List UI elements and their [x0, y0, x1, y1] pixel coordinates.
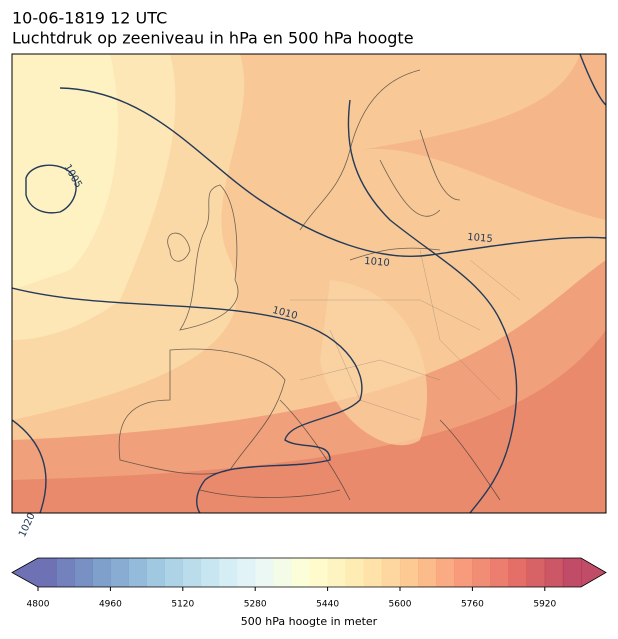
subtitle: Luchtdruk op zeeniveau in hPa en 500 hPa… — [12, 29, 414, 48]
colorbar-box — [418, 558, 437, 587]
colorbar-box — [146, 558, 165, 587]
colorbar-tick-label: 5440 — [316, 600, 339, 610]
colorbar-box — [327, 558, 346, 587]
colorbar-tick-label: 4960 — [99, 600, 122, 610]
colorbar-box — [508, 558, 527, 587]
colorbar-box — [526, 558, 546, 587]
colorbar-box — [544, 558, 564, 587]
contour-label: 1010 — [364, 256, 390, 269]
colorbar-box — [381, 558, 401, 587]
colorbar-box — [56, 558, 75, 587]
colorbar-box — [200, 558, 220, 587]
colorbar-box — [490, 558, 509, 587]
colorbar-tick-label: 5760 — [461, 600, 484, 610]
height-field — [360, 54, 606, 220]
colorbar-box — [92, 558, 111, 587]
colorbar-box — [38, 558, 57, 587]
colorbar-box — [309, 558, 328, 587]
colorbar-extend — [581, 558, 606, 587]
colorbar-box — [345, 558, 365, 587]
colorbar-tick-label: 5920 — [533, 600, 556, 610]
height-field — [320, 280, 428, 446]
height-field — [12, 330, 606, 513]
height-field — [12, 54, 118, 290]
colorbar-frame — [11, 557, 607, 588]
colorbar-label: 500 hPa hoogte in meter — [241, 615, 378, 628]
map-frame — [11, 53, 607, 514]
colorbar-tick-label: 5120 — [171, 600, 194, 610]
contour-label: 1015 — [467, 232, 493, 245]
colorbar-box — [454, 558, 473, 587]
colorbar-box — [182, 558, 202, 587]
colorbar-tick-label: 4800 — [27, 600, 50, 610]
colorbar-box — [74, 558, 93, 587]
title: 10-06-1819 12 UTC — [12, 9, 167, 28]
colorbar-tick-label: 5280 — [244, 600, 267, 610]
contour-label: 1020 — [17, 511, 38, 539]
colorbar-extend — [12, 558, 38, 587]
colorbar-box — [562, 558, 582, 587]
colorbar-box — [128, 558, 147, 587]
colorbar-box — [110, 558, 129, 587]
colorbar-box — [472, 558, 491, 587]
colorbar-box — [237, 558, 256, 587]
colorbar-box — [400, 558, 419, 587]
map — [12, 54, 606, 513]
colorbar-box — [436, 558, 455, 587]
colorbar-box — [219, 558, 238, 587]
colorbar-box — [255, 558, 274, 587]
colorbar-tick-label: 5600 — [389, 600, 412, 610]
colorbar-box — [363, 558, 383, 587]
colorbar-box — [164, 558, 184, 587]
colorbar-box — [273, 558, 292, 587]
colorbar-box — [291, 558, 310, 587]
